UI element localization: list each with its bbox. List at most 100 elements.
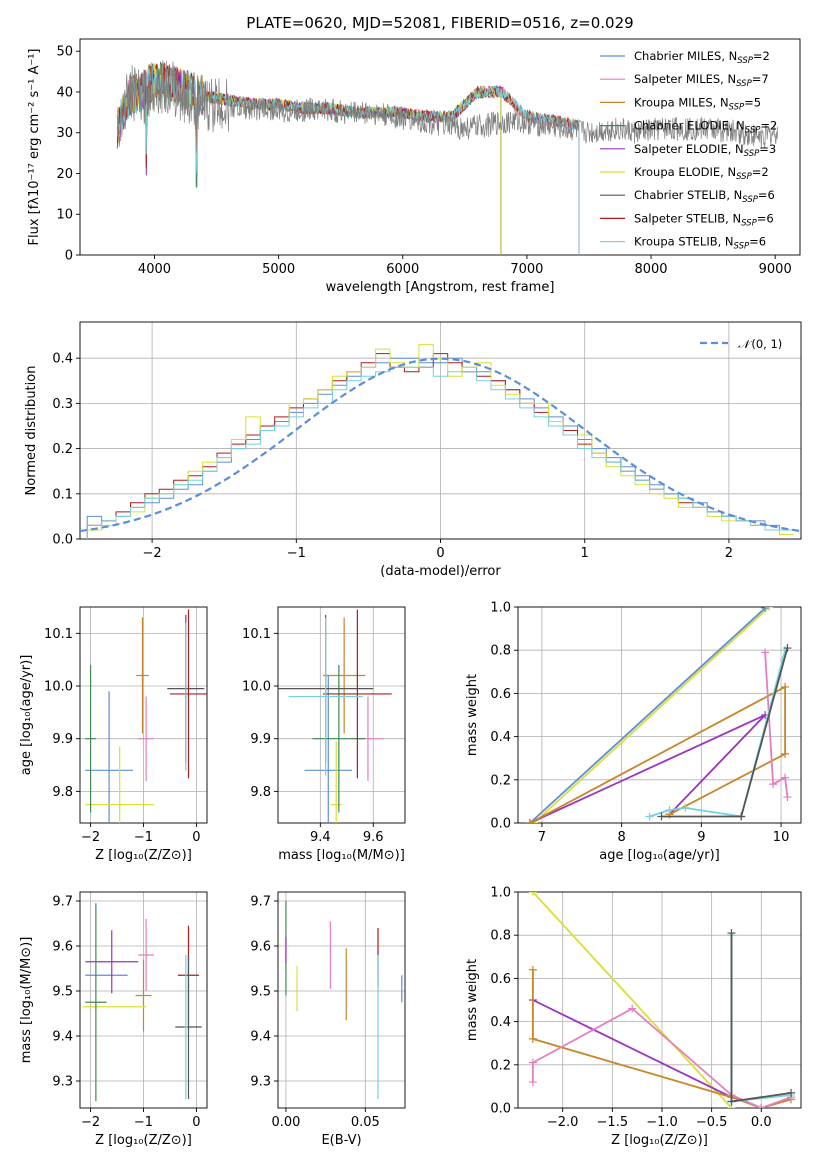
age_vs_Z-plot-area bbox=[85, 609, 207, 823]
legend-entry: 𝒩 (0, 1) bbox=[738, 337, 782, 351]
y-tick-label: 0.0 bbox=[490, 1102, 511, 1117]
legend-sub: SSP bbox=[737, 56, 753, 66]
weight-line-chabrier-stelib bbox=[661, 647, 789, 818]
y-tick-label: 0.3 bbox=[52, 397, 73, 412]
histogram-step-kroupa-stelib bbox=[86, 366, 794, 539]
chart-title: PLATE=0620, MJD=52081, FIBERID=0516, z=0… bbox=[246, 14, 633, 32]
y-tick-label: 1.0 bbox=[490, 886, 511, 901]
y-axis-label: Normed distribution bbox=[24, 366, 39, 496]
y-tick-label: 0.6 bbox=[490, 687, 511, 702]
weight-marker bbox=[528, 1078, 537, 1087]
legend-name: Kroupa STELIB, N bbox=[634, 235, 734, 249]
weight-marker bbox=[665, 806, 674, 815]
y-tick-label: 9.8 bbox=[52, 785, 73, 800]
legend-entry: Kroupa MILES, NSSP=5 bbox=[634, 95, 761, 112]
weight-marker bbox=[657, 812, 666, 821]
legend-sub: SSP bbox=[742, 195, 758, 205]
legend-entry: Salpeter MILES, NSSP=7 bbox=[634, 72, 769, 89]
legend-name: Chabrier STELIB, N bbox=[634, 188, 742, 202]
age_vs_Z-axes: −2 −1 0 9.8 9.9 10.0 10.1 Z [log₁₀(Z/Z⊙)] age [l… bbox=[19, 606, 208, 863]
axes-frame bbox=[517, 891, 802, 1109]
axes-frame bbox=[277, 606, 406, 824]
y-axis-label: mass weight bbox=[465, 674, 480, 756]
x-tick-label: 0 bbox=[192, 830, 200, 845]
y-tick-label: 9.3 bbox=[250, 1075, 271, 1090]
legend-entry: Kroupa ELODIE, NSSP=2 bbox=[634, 165, 769, 182]
y-tick-label: 0.6 bbox=[490, 972, 511, 987]
x-tick-label: −2.0 bbox=[547, 1115, 579, 1130]
axes-frame bbox=[79, 606, 208, 824]
x-tick-label: 9.6 bbox=[363, 830, 384, 845]
x-tick-label: 10 bbox=[773, 830, 790, 845]
y-tick-label: 0.2 bbox=[490, 1058, 511, 1073]
spectrum-plot-area bbox=[116, 60, 779, 255]
y-tick-label: 9.5 bbox=[52, 985, 73, 1000]
y-tick-label: 0.4 bbox=[52, 352, 73, 367]
legend-name: Salpeter MILES, N bbox=[634, 72, 736, 86]
y-tick-label: 9.7 bbox=[250, 895, 271, 910]
mass_weight_vs_Z-axes: −2.0 −1.5 −1.0 −0.5 0.0 0.0 0.2 0.4 0.6 0.8 1.0 Z [… bbox=[465, 886, 802, 1148]
y-tick-label: 9.3 bbox=[52, 1075, 73, 1090]
x-tick-label: 9 bbox=[697, 830, 705, 845]
weight-marker bbox=[783, 644, 792, 653]
legend-name: Kroupa MILES, N bbox=[634, 95, 729, 109]
weight-marker bbox=[727, 1097, 736, 1106]
legend-sub: SSP bbox=[734, 242, 750, 252]
y-tick-label: 30 bbox=[56, 126, 73, 141]
y-tick-label: 50 bbox=[56, 45, 73, 60]
y-tick-label: 9.4 bbox=[52, 1030, 73, 1045]
y-tick-label: 0.8 bbox=[490, 644, 511, 659]
legend-count: =3 bbox=[759, 142, 776, 156]
x-tick-label: 0.00 bbox=[271, 1115, 300, 1130]
axes-frame bbox=[79, 38, 801, 256]
weight-marker bbox=[761, 607, 770, 613]
y-tick-label: 9.9 bbox=[52, 732, 73, 747]
y-tick-label: 9.4 bbox=[250, 1030, 271, 1045]
x-tick-label: 0 bbox=[436, 546, 444, 561]
x-tick-label: −1.0 bbox=[646, 1115, 678, 1130]
y-tick-label: 40 bbox=[56, 85, 73, 100]
x-tick-label: 9000 bbox=[759, 262, 792, 277]
y-tick-label: 20 bbox=[56, 167, 73, 182]
x-tick-label: 8000 bbox=[634, 262, 667, 277]
legend-entry: Salpeter ELODIE, NSSP=3 bbox=[634, 142, 776, 159]
weight-marker bbox=[525, 819, 534, 823]
weight-line-salpeter-miles bbox=[764, 652, 789, 798]
legend-count: =2 bbox=[753, 49, 770, 63]
mass_vs_Z-plot-area bbox=[82, 903, 202, 1102]
legend-sub: SSP bbox=[744, 149, 760, 159]
weight-marker bbox=[769, 780, 778, 789]
y-tick-label: 9.8 bbox=[250, 785, 271, 800]
x-tick-label: −1 bbox=[134, 830, 153, 845]
x-axis-label: wavelength [Angstrom, rest frame] bbox=[326, 280, 555, 295]
y-tick-label: 0.4 bbox=[490, 730, 511, 745]
y-axis-label: age [log₁₀(age/yr)] bbox=[19, 655, 34, 776]
weight-marker bbox=[628, 1004, 637, 1013]
x-tick-label: 4000 bbox=[138, 262, 171, 277]
mass_vs_Z-axes: −2 −1 0 9.3 9.4 9.5 9.6 9.7 Z [log₁₀(Z/Z⊙)] mass … bbox=[19, 891, 208, 1148]
legend-sub: SSP bbox=[729, 102, 745, 112]
x-axis-label: E(B-V) bbox=[321, 1133, 361, 1148]
weight-marker bbox=[528, 1058, 537, 1067]
y-tick-label: 10 bbox=[56, 208, 73, 223]
axes-frame bbox=[517, 606, 802, 824]
gaussian-curve bbox=[80, 357, 801, 533]
x-tick-label: −0.5 bbox=[696, 1115, 728, 1130]
y-tick-label: 10.1 bbox=[44, 627, 73, 642]
y-tick-label: 9.5 bbox=[250, 985, 271, 1000]
x-tick-label: −1 bbox=[134, 1115, 153, 1130]
y-tick-label: 1.0 bbox=[490, 601, 511, 616]
axes-frame bbox=[79, 321, 802, 540]
axes-frame bbox=[277, 891, 406, 1109]
legend-name: Chabrier ELODIE, N bbox=[634, 119, 745, 133]
y-tick-label: 9.6 bbox=[250, 940, 271, 955]
x-tick-label: 7000 bbox=[510, 262, 543, 277]
legend-count: =6 bbox=[757, 211, 774, 225]
legend-name: Salpeter ELODIE, N bbox=[634, 142, 744, 156]
legend-entry: Chabrier ELODIE, NSSP=2 bbox=[634, 119, 777, 136]
y-axis-label: Flux [fλ10⁻¹⁷ erg cm⁻² s⁻¹ A⁻¹] bbox=[27, 49, 42, 246]
weight-marker bbox=[528, 965, 537, 974]
legend-entry: Chabrier MILES, NSSP=2 bbox=[634, 49, 770, 66]
legend-entry: Salpeter STELIB, NSSP=6 bbox=[634, 211, 774, 228]
y-tick-label: 10.0 bbox=[242, 680, 271, 695]
